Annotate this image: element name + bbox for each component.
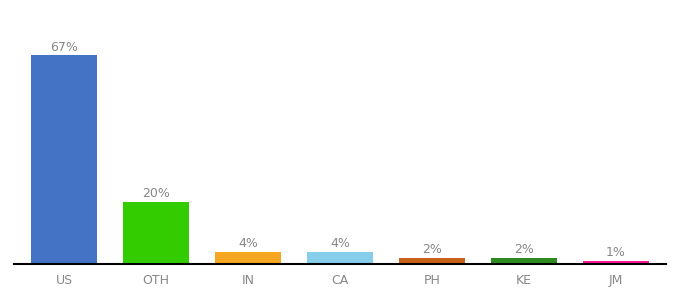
Bar: [399, 258, 465, 264]
Text: 1%: 1%: [606, 246, 626, 259]
Bar: [31, 55, 97, 264]
Text: 2%: 2%: [514, 243, 534, 256]
Text: 20%: 20%: [142, 187, 170, 200]
Bar: [491, 258, 557, 264]
Text: 2%: 2%: [422, 243, 442, 256]
Bar: [215, 251, 281, 264]
Bar: [123, 202, 189, 264]
Text: 4%: 4%: [238, 237, 258, 250]
Bar: [307, 251, 373, 264]
Bar: [583, 261, 649, 264]
Text: 67%: 67%: [50, 41, 78, 54]
Text: 4%: 4%: [330, 237, 350, 250]
